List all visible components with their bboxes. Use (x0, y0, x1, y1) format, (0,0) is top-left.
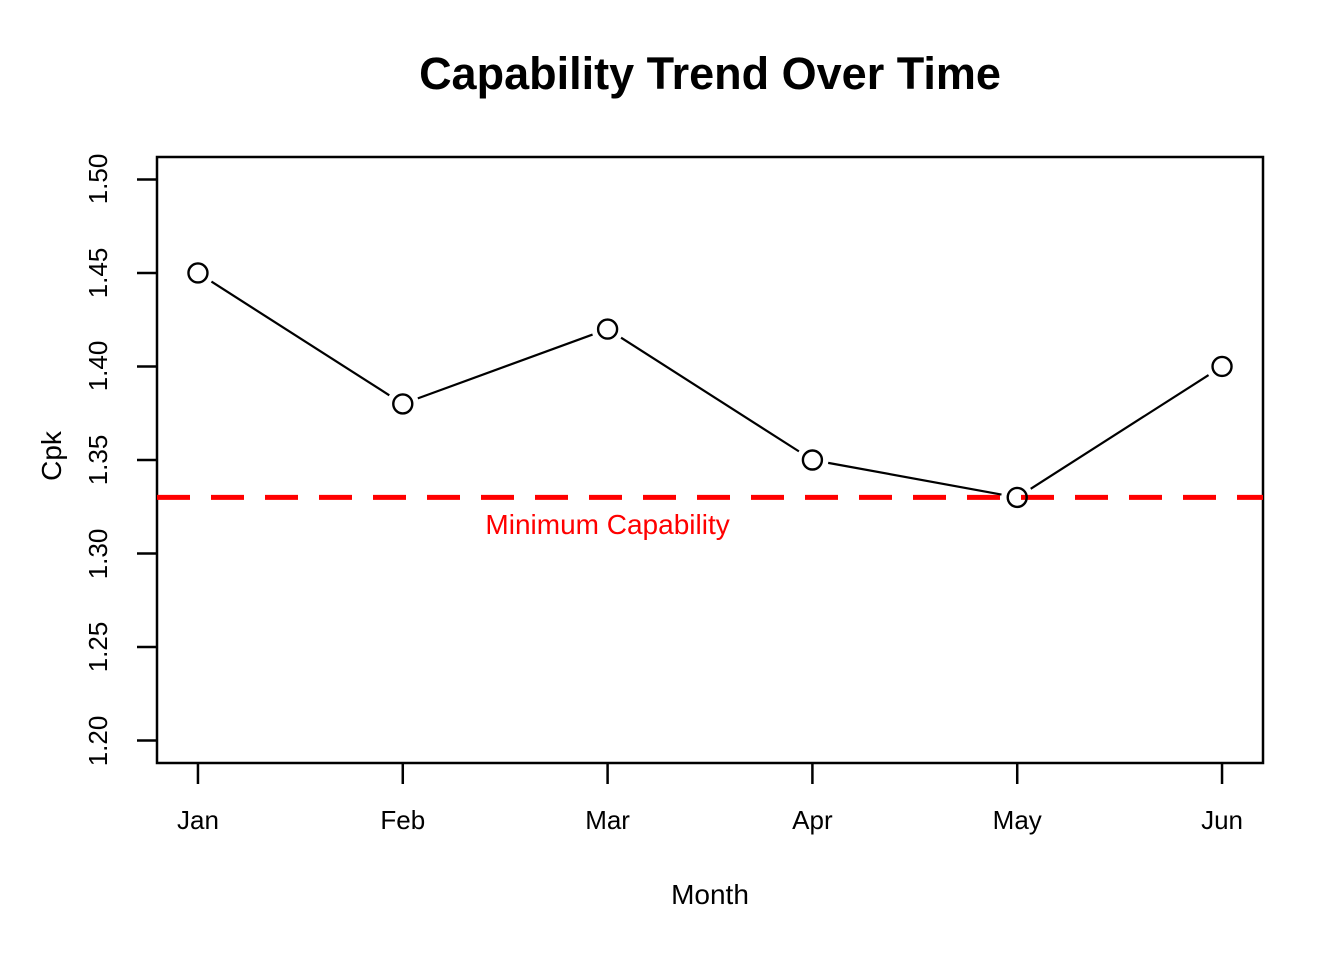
data-point-jan (187, 262, 209, 284)
y-tick-label: 1.30 (83, 528, 113, 579)
data-point-jun (1211, 355, 1233, 378)
y-tick-label: 1.40 (83, 341, 113, 392)
x-tick-label: May (992, 805, 1042, 835)
series-line-segment (210, 280, 390, 397)
series-line-segment (417, 333, 593, 400)
y-tick-label: 1.25 (83, 621, 113, 673)
x-axis-title: Month (671, 879, 749, 910)
y-tick-label: 1.50 (83, 154, 113, 205)
x-tick-label: Apr (792, 805, 833, 835)
reference-line-label: Minimum Capability (485, 509, 730, 541)
x-tick-label: Jun (1201, 805, 1243, 835)
y-tick-label: 1.20 (83, 715, 113, 766)
data-point-mar (596, 318, 619, 340)
data-point-apr (801, 449, 824, 471)
chart-title: Capability Trend Over Time (419, 48, 1001, 99)
data-point-feb (392, 393, 414, 415)
y-tick-label: 1.35 (83, 434, 113, 486)
series-line-segment (827, 461, 1002, 496)
x-tick-label: Jan (176, 805, 219, 835)
x-tick-label: Mar (585, 805, 630, 835)
plot-frame (155, 155, 1265, 765)
y-tick-label: 1.45 (83, 247, 113, 299)
series-line-segment (620, 336, 800, 453)
x-tick-label: Feb (380, 805, 426, 835)
y-axis-title: Cpk (36, 431, 67, 481)
data-point-may (1006, 486, 1028, 509)
series-line-segment (1030, 374, 1210, 490)
